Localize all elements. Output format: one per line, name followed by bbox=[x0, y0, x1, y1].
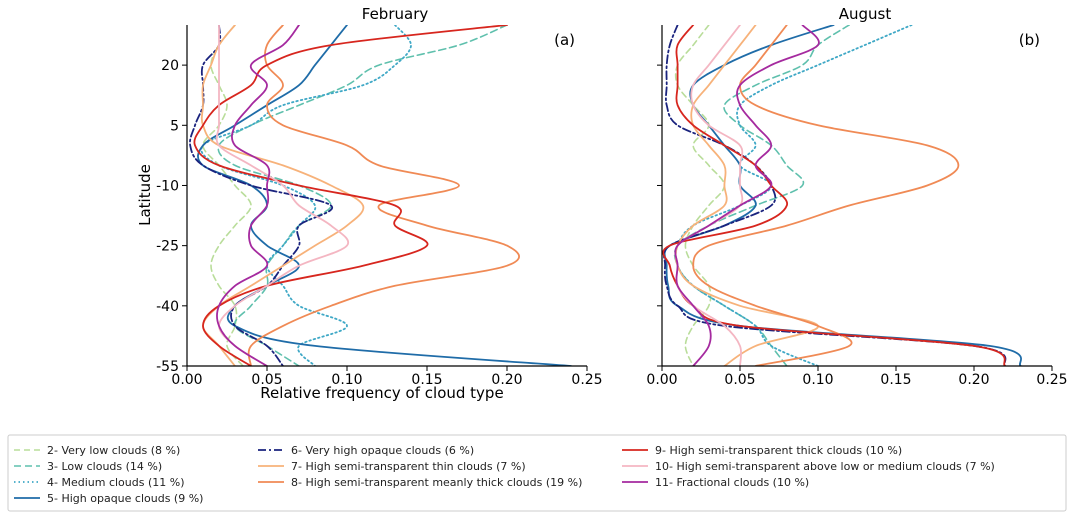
panel-august: 0.00 0.05 0.10 0.15 0.20 0.25 August (b) bbox=[646, 5, 1067, 388]
panel-tag: (b) bbox=[1019, 31, 1040, 49]
series-line-2 bbox=[202, 25, 252, 366]
series-line-11 bbox=[216, 25, 300, 366]
panel-tag: (a) bbox=[554, 31, 575, 49]
x-tick-label: 0.05 bbox=[724, 372, 755, 388]
panel-title: February bbox=[362, 5, 429, 23]
x-tick-label: 0.25 bbox=[1036, 372, 1067, 388]
x-tick-label: 0.15 bbox=[411, 372, 442, 388]
series-line-4 bbox=[674, 25, 913, 366]
x-tick-label: 0.15 bbox=[880, 372, 911, 388]
legend-label-4: 4- Medium clouds (11 %) bbox=[47, 476, 185, 489]
x-tick-label: 0.05 bbox=[251, 372, 282, 388]
legend-label-8: 8- High semi-transparent meanly thick cl… bbox=[291, 476, 582, 489]
legend: 2- Very low clouds (8 %) 3- Low clouds (1… bbox=[7, 434, 1067, 512]
x-tick-label: 0.25 bbox=[571, 372, 602, 388]
series-line-4 bbox=[200, 25, 412, 366]
x-tick-label: 0.00 bbox=[646, 372, 677, 388]
y-axis-label: Latitude bbox=[136, 164, 154, 226]
legend-label-6: 6- Very high opaque clouds (6 %) bbox=[291, 444, 474, 457]
series-line-8 bbox=[247, 25, 520, 366]
y-tick-label: -25 bbox=[156, 239, 179, 255]
y-tick-label: -55 bbox=[156, 359, 179, 375]
series-line-11 bbox=[674, 25, 820, 366]
x-tick-label: 0.20 bbox=[491, 372, 522, 388]
x-axis-label: Relative frequency of cloud type bbox=[260, 384, 503, 402]
panel-february: 0.00 0.05 0.10 0.15 0.20 0.25 20 5 -10 -25 -40 -55 F… bbox=[156, 5, 602, 388]
series-line-10 bbox=[215, 25, 350, 366]
x-tick-label: 0.00 bbox=[171, 372, 202, 388]
y-tick-label: 5 bbox=[170, 118, 179, 134]
legend-box bbox=[7, 434, 1067, 512]
legend-label-10: 10- High semi-transparent above low or m… bbox=[655, 460, 995, 473]
series-lines bbox=[662, 25, 1022, 366]
series-line-6 bbox=[189, 25, 334, 366]
series-lines bbox=[189, 25, 572, 366]
legend-label-11: 11- Fractional clouds (10 %) bbox=[655, 476, 809, 489]
x-tick-label: 0.10 bbox=[802, 372, 833, 388]
y-tick-label: -10 bbox=[156, 178, 179, 194]
series-line-7 bbox=[674, 25, 819, 366]
legend-label-9: 9- High semi-transparent thick clouds (1… bbox=[655, 444, 902, 457]
legend-label-5: 5- High opaque clouds (9 %) bbox=[47, 492, 203, 505]
series-line-9 bbox=[662, 25, 1007, 366]
legend-label-3: 3- Low clouds (14 %) bbox=[47, 460, 162, 473]
y-tick-label: 20 bbox=[161, 58, 179, 74]
x-tick-label: 0.10 bbox=[331, 372, 362, 388]
panel-title: August bbox=[839, 5, 892, 23]
series-line-3 bbox=[217, 25, 508, 366]
legend-label-2: 2- Very low clouds (8 %) bbox=[47, 444, 180, 457]
series-line-8 bbox=[692, 25, 960, 366]
legend-label-7: 7- High semi-transparent thin clouds (7 … bbox=[291, 460, 526, 473]
y-tick-label: -40 bbox=[156, 299, 179, 315]
series-line-5 bbox=[197, 25, 572, 366]
x-tick-label: 0.20 bbox=[958, 372, 989, 388]
